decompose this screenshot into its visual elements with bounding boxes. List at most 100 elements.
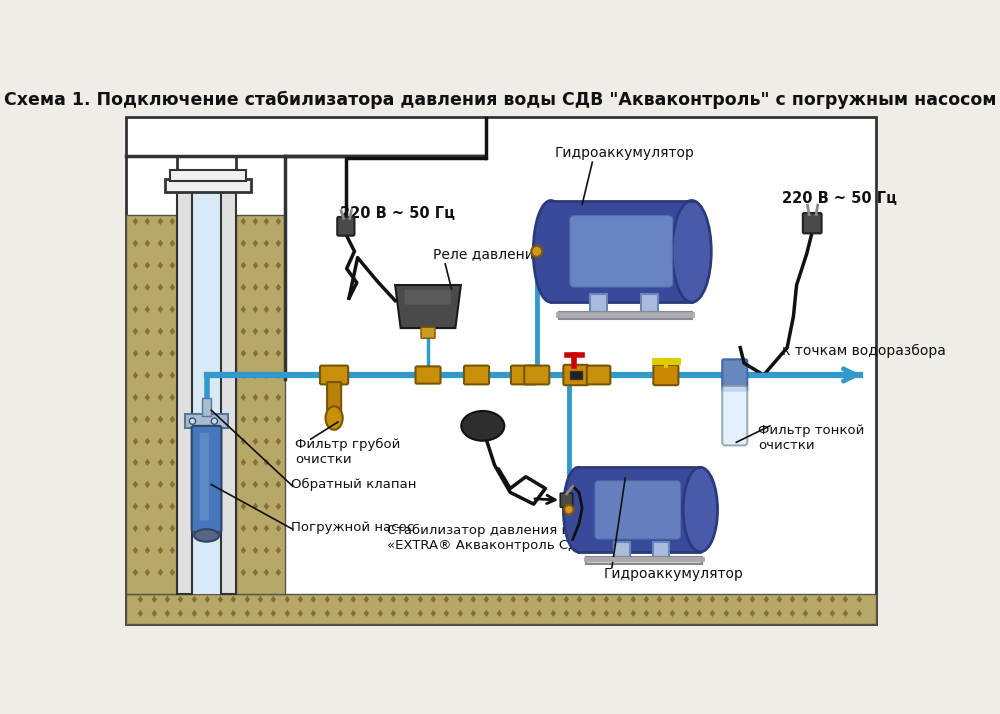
FancyBboxPatch shape [563,365,588,385]
Text: ♦: ♦ [176,610,184,620]
Text: ♦: ♦ [168,349,177,359]
FancyBboxPatch shape [200,433,209,521]
Text: ♦: ♦ [841,610,849,620]
Circle shape [189,418,196,424]
Text: ♦: ♦ [262,217,270,228]
Text: ♦: ♦ [375,610,384,620]
Text: ♦: ♦ [130,349,139,359]
Text: ♦: ♦ [854,610,863,620]
Text: ♦: ♦ [801,610,810,620]
Text: ♦: ♦ [155,217,164,228]
Text: ♦: ♦ [508,610,517,620]
FancyBboxPatch shape [570,216,672,286]
Text: ♦: ♦ [774,595,783,605]
Text: ♦: ♦ [229,595,238,605]
Text: ♦: ♦ [250,283,259,293]
Text: ♦: ♦ [615,610,623,620]
Text: ♦: ♦ [262,524,270,534]
Text: ♦: ♦ [238,546,247,556]
Text: ♦: ♦ [155,568,164,578]
Text: ♦: ♦ [548,610,557,620]
Text: ♦: ♦ [168,546,177,556]
Ellipse shape [326,406,343,430]
Text: ♦: ♦ [238,393,247,403]
Text: ♦: ♦ [273,327,282,337]
Text: ♦: ♦ [455,610,464,620]
Text: ♦: ♦ [262,283,270,293]
Text: ♦: ♦ [442,610,450,620]
Text: ♦: ♦ [130,261,139,271]
Text: ♦: ♦ [143,261,151,271]
Text: ♦: ♦ [654,595,663,605]
Text: ♦: ♦ [761,595,770,605]
FancyBboxPatch shape [511,366,536,384]
Bar [192,187,221,594]
Text: ♦: ♦ [143,217,151,228]
Text: ♦: ♦ [149,610,158,620]
Text: ♦: ♦ [250,458,259,468]
Text: ♦: ♦ [262,415,270,425]
Ellipse shape [194,529,219,542]
Text: ♦: ♦ [143,305,151,315]
Text: ♦: ♦ [250,481,259,491]
Text: к точкам водоразбора: к точкам водоразбора [782,343,946,358]
Text: ♦: ♦ [250,217,259,228]
Text: ♦: ♦ [521,595,530,605]
Text: ♦: ♦ [262,239,270,249]
FancyBboxPatch shape [560,493,573,507]
Text: ♦: ♦ [748,595,756,605]
Ellipse shape [533,201,568,302]
Text: ♦: ♦ [262,481,270,491]
Text: ♦: ♦ [482,595,490,605]
Text: ♦: ♦ [168,261,177,271]
Text: ♦: ♦ [155,305,164,315]
Text: ♦: ♦ [309,595,317,605]
Text: ♦: ♦ [136,610,144,620]
Text: ♦: ♦ [628,595,637,605]
Text: ♦: ♦ [628,610,637,620]
Text: ♦: ♦ [250,502,259,512]
Text: ♦: ♦ [273,415,282,425]
Bar [559,311,692,319]
Text: ♦: ♦ [168,458,177,468]
Text: ♦: ♦ [273,349,282,359]
Text: ♦: ♦ [388,610,397,620]
Text: ♦: ♦ [508,595,517,605]
Text: ♦: ♦ [262,436,270,446]
Text: ♦: ♦ [238,436,247,446]
Text: ♦: ♦ [250,261,259,271]
Text: ♦: ♦ [495,595,504,605]
Text: ♦: ♦ [143,327,151,337]
Text: Гидроаккумулятор: Гидроаккумулятор [604,568,744,581]
Bar [586,556,702,563]
Text: ♦: ♦ [168,393,177,403]
Text: ♦: ♦ [273,481,282,491]
Text: ♦: ♦ [681,595,690,605]
FancyBboxPatch shape [722,386,747,446]
FancyBboxPatch shape [803,213,822,233]
Bar [614,543,630,556]
Text: ♦: ♦ [801,595,810,605]
Text: ♦: ♦ [734,610,743,620]
Text: ♦: ♦ [694,610,703,620]
Text: ♦: ♦ [155,524,164,534]
Text: ♦: ♦ [641,595,650,605]
Text: ♦: ♦ [415,595,424,605]
Text: ♦: ♦ [402,610,410,620]
Text: ♦: ♦ [273,546,282,556]
Text: ♦: ♦ [362,610,371,620]
Text: ♦: ♦ [428,595,437,605]
Text: Гидроаккумулятор: Гидроаккумулятор [555,146,695,160]
Text: ♦: ♦ [615,595,623,605]
Text: ♦: ♦ [130,524,139,534]
FancyBboxPatch shape [192,426,221,532]
Text: ♦: ♦ [250,524,259,534]
Text: ♦: ♦ [238,305,247,315]
Text: ♦: ♦ [130,481,139,491]
Ellipse shape [563,468,593,552]
Text: ♦: ♦ [143,481,151,491]
Text: ♦: ♦ [748,610,756,620]
Text: ♦: ♦ [176,595,184,605]
Text: ♦: ♦ [130,436,139,446]
Text: ♦: ♦ [143,524,151,534]
